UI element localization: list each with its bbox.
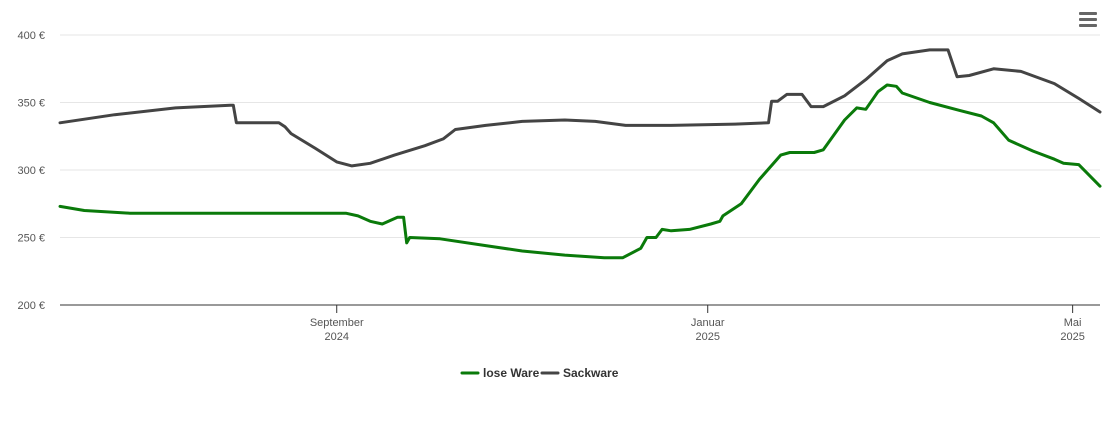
y-tick-label: 300 € — [17, 165, 45, 177]
menu-bar — [1079, 12, 1097, 15]
menu-bar — [1079, 24, 1097, 27]
x-tick-label-year: 2025 — [695, 331, 719, 343]
series-line-1[interactable] — [58, 48, 1102, 168]
x-tick-label-month: September — [310, 317, 364, 329]
series-group — [58, 48, 1102, 260]
grid-lines — [60, 34, 1100, 238]
x-tick-label-year: 2025 — [1060, 331, 1084, 343]
legend-label[interactable]: Sackware — [563, 366, 619, 380]
x-axis-ticks: September 2024 Januar 2025 Mai 2025 — [310, 305, 1085, 343]
x-tick-label-year: 2024 — [324, 331, 348, 343]
y-tick-label: 350 € — [17, 98, 45, 110]
series-line-0[interactable] — [58, 83, 1102, 260]
y-tick-label: 250 € — [17, 233, 45, 245]
y-tick-label: 200 € — [17, 300, 45, 312]
x-tick-label-month: Mai — [1064, 317, 1082, 329]
y-axis-labels: 200 € 250 € 300 € 350 € 400 € — [17, 30, 45, 312]
hamburger-menu-icon[interactable] — [1078, 12, 1100, 32]
legend-label[interactable]: lose Ware — [483, 366, 540, 380]
legend[interactable]: lose Ware Sackware — [460, 366, 619, 380]
menu-bar — [1079, 18, 1097, 21]
x-tick-label-month: Januar — [691, 317, 725, 329]
y-tick-label: 400 € — [17, 30, 45, 42]
